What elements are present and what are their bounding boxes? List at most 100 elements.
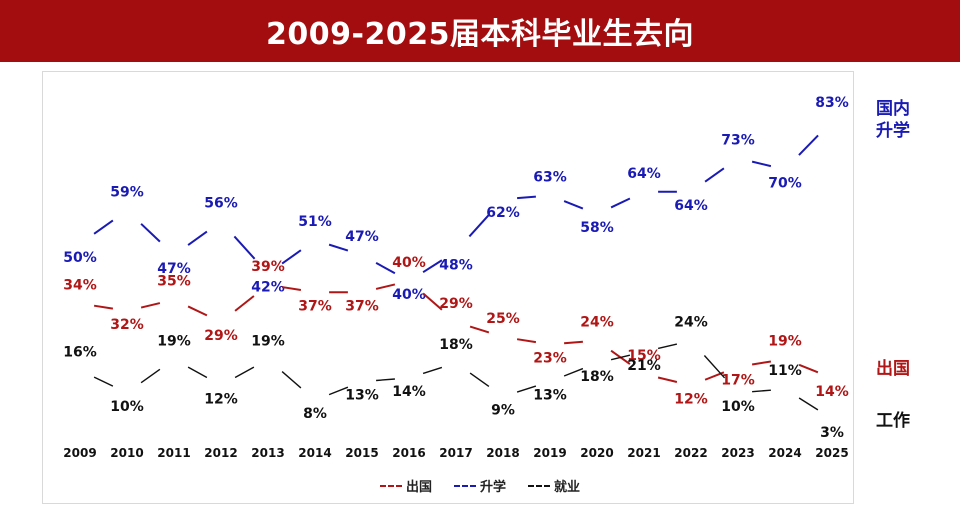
series-work-segment <box>798 397 819 411</box>
data-label-work: 14% <box>392 384 426 400</box>
series-domestic-segment <box>468 213 491 238</box>
data-label-domestic: 62% <box>486 205 520 221</box>
series-abroad-segment <box>564 340 583 345</box>
x-tick-label: 2009 <box>63 446 96 460</box>
x-tick-label: 2024 <box>768 446 801 460</box>
series-work-segment <box>657 343 678 350</box>
series-work-segment <box>376 378 395 382</box>
data-label-domestic: 47% <box>157 261 191 277</box>
series-abroad: 34% 32% 35% 29% 39% 37% 37% 40% 29% 25% 23% 24% 15% 1… <box>63 255 849 407</box>
x-tick-label: 2025 <box>815 446 848 460</box>
series-abroad-segment <box>469 325 490 334</box>
data-label-domestic: 48% <box>439 257 473 273</box>
data-label-domestic: 51% <box>298 214 332 230</box>
data-label-abroad: 34% <box>63 277 97 293</box>
data-label-abroad: 19% <box>768 333 802 349</box>
data-label-domestic: 63% <box>533 170 567 186</box>
data-label-work: 24% <box>674 315 708 331</box>
legend-label-abroad: 出国 <box>405 480 432 495</box>
series-abroad-segment <box>657 376 678 383</box>
data-label-work: 16% <box>63 344 97 360</box>
series-abroad-segment <box>422 292 443 311</box>
data-label-abroad: 29% <box>204 328 238 344</box>
side-label-abroad-text: 出国 <box>876 359 910 379</box>
data-label-abroad: 14% <box>815 384 849 400</box>
series-work-segment <box>140 368 161 384</box>
data-label-work: 8% <box>303 406 327 422</box>
series-work-segment <box>93 376 114 387</box>
data-label-work: 18% <box>439 337 473 353</box>
x-tick-label: 2012 <box>204 446 237 460</box>
series-work-segment <box>187 366 208 379</box>
data-label-domestic: 83% <box>815 95 849 111</box>
data-label-abroad: 39% <box>251 259 285 275</box>
series-work-segment <box>703 355 726 379</box>
data-label-domestic: 64% <box>674 198 708 214</box>
series-domestic-segment <box>798 134 819 156</box>
series-abroad-segment <box>375 283 396 290</box>
series-abroad-segment <box>234 295 255 312</box>
data-label-work: 10% <box>721 399 755 415</box>
series-domestic-segment <box>610 197 631 209</box>
series-abroad-segment <box>281 286 302 292</box>
series-abroad-segment <box>516 338 537 344</box>
x-tick-label: 2022 <box>674 446 707 460</box>
series-domestic-segment <box>140 223 161 243</box>
series-work-segment <box>516 385 537 393</box>
legend-item-work: 就业 <box>528 476 580 495</box>
x-tick-label: 2011 <box>157 446 190 460</box>
side-label-domestic-text: 国内 升学 <box>876 99 910 141</box>
x-tick-label: 2023 <box>721 446 754 460</box>
series-domestic-segment <box>93 219 114 235</box>
data-label-work: 18% <box>580 369 614 385</box>
data-label-abroad: 37% <box>298 298 332 314</box>
data-label-domestic: 47% <box>345 229 379 245</box>
data-label-work: 3% <box>820 425 844 441</box>
series-domestic: 50% 59% 47% 56% 42% 51% 47% 40% 48% 62% 63% 58% 64% 6… <box>63 95 849 303</box>
series-domestic-segment <box>704 167 725 183</box>
side-label-domestic: 国内 升学 <box>876 98 910 142</box>
side-label-work-text: 工作 <box>876 411 910 431</box>
data-label-work: 9% <box>491 403 515 419</box>
series-domestic-segment <box>517 195 536 200</box>
x-tick-label: 2017 <box>439 446 472 460</box>
x-tick-label: 2018 <box>486 446 519 460</box>
series-domestic-segment <box>281 249 302 265</box>
x-tick-label: 2013 <box>251 446 284 460</box>
series-work: 16% 10% 19% 12% 19% 8% 13% 14% 18% 9% 13% 18% 21% 24%… <box>63 315 844 441</box>
data-label-work: 12% <box>204 391 238 407</box>
data-label-domestic: 70% <box>768 175 802 191</box>
x-tick-label: 2014 <box>298 446 331 460</box>
data-label-abroad: 32% <box>110 317 144 333</box>
series-abroad-segment <box>187 305 208 317</box>
x-tick-label: 2019 <box>533 446 566 460</box>
chart-panel <box>42 71 854 504</box>
legend-item-abroad: 出国 <box>379 476 432 495</box>
series-abroad-segment <box>140 302 161 309</box>
data-label-abroad: 17% <box>721 373 755 389</box>
title-bar: 2009-2025届本科毕业生去向 <box>0 0 960 62</box>
legend-swatch-abroad <box>379 484 402 487</box>
data-label-work: 19% <box>251 333 285 349</box>
side-label-work: 工作 <box>876 410 910 432</box>
series-work-segment <box>610 354 631 361</box>
series-domestic-segment <box>751 160 772 168</box>
data-label-abroad: 15% <box>627 348 661 364</box>
x-tick-label: 2016 <box>392 446 425 460</box>
data-label-abroad: 35% <box>157 274 191 290</box>
series-domestic-segment <box>375 261 396 275</box>
legend: 出国 升学 就业 <box>0 476 960 495</box>
data-label-abroad: 23% <box>533 350 567 366</box>
series-work-segment <box>328 386 349 396</box>
series-work-segment <box>422 366 443 375</box>
series-domestic-segment <box>328 243 349 252</box>
series-domestic-segment <box>187 230 208 246</box>
data-label-abroad: 12% <box>674 391 708 407</box>
series-work-segment <box>469 372 490 388</box>
data-label-domestic: 59% <box>110 184 144 200</box>
legend-item-domestic: 升学 <box>453 476 506 495</box>
x-tick-label: 2020 <box>580 446 613 460</box>
series-abroad-segment <box>798 363 819 374</box>
x-tick-label: 2010 <box>110 446 143 460</box>
data-label-domestic: 64% <box>627 166 661 182</box>
